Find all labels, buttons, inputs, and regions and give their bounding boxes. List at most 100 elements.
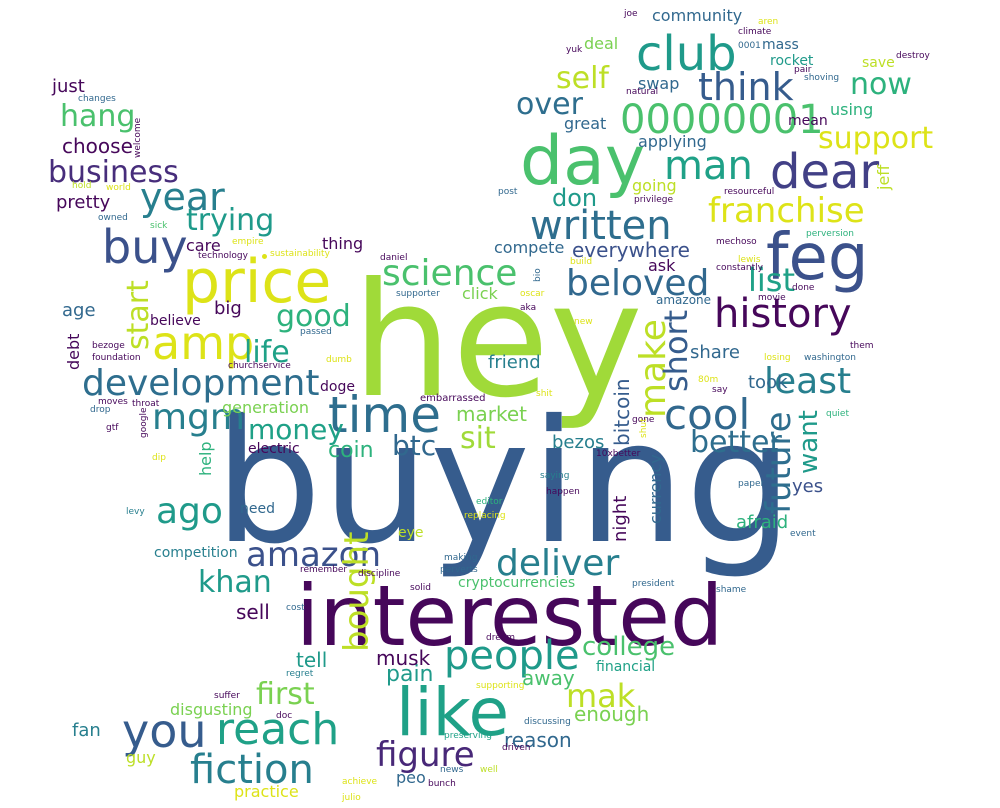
word-want: want	[794, 410, 824, 474]
word-solid: solid	[410, 583, 431, 593]
word-amp: amp	[152, 316, 255, 370]
word-washington: washington	[804, 353, 856, 363]
word-daniel: daniel	[380, 253, 408, 263]
word-levy: levy	[126, 507, 145, 517]
word-now: now	[850, 67, 912, 102]
word-pair: pair	[794, 65, 812, 75]
word-reason: reason	[504, 728, 572, 752]
word-choose: choose	[62, 134, 133, 158]
word-away: away	[522, 666, 575, 690]
word-pretty: pretty	[56, 192, 111, 213]
word-destroy: destroy	[896, 51, 930, 61]
dot-mark	[262, 254, 267, 259]
word-remember: remember	[300, 565, 348, 575]
word-care: care	[186, 236, 221, 255]
word-price: price	[182, 247, 332, 317]
word-amazon: amazon	[246, 535, 381, 575]
word-shut: shut	[639, 418, 649, 438]
word-mak: mak	[566, 677, 636, 715]
word-joe: joe	[624, 9, 638, 19]
word-thing: thing	[322, 234, 364, 253]
word-build: build	[570, 257, 593, 267]
word-written: written	[530, 203, 672, 249]
word-losing: losing	[764, 353, 791, 363]
word-believe: believe	[150, 313, 201, 329]
word-market: market	[456, 402, 527, 426]
word-dumb: dumb	[326, 355, 352, 365]
word-life: life	[244, 335, 290, 370]
word-lewis: lewis	[738, 255, 761, 265]
word-throat: throat	[132, 399, 160, 409]
word-list: list	[748, 261, 795, 299]
word-president: president	[632, 579, 675, 589]
word-over: over	[516, 87, 583, 122]
word-reach: reach	[216, 704, 340, 755]
word-good: good	[276, 299, 351, 334]
word-figure: figure	[376, 735, 475, 775]
word-discipline: discipline	[358, 569, 401, 579]
word-franchise: franchise	[708, 191, 865, 231]
word-like: like	[396, 674, 510, 751]
word-quiet: quiet	[826, 409, 849, 419]
word-sell: sell	[236, 600, 270, 624]
word-deal: deal	[584, 34, 619, 53]
word-yes: yes	[792, 476, 824, 497]
word-club: club	[636, 26, 737, 82]
word-00000001: 00000001	[620, 97, 824, 143]
word-oscar: oscar	[520, 289, 545, 299]
word-day: day	[520, 122, 646, 201]
word-feg: feg	[766, 221, 869, 295]
word-technology: technology	[198, 251, 248, 261]
word-deliver: deliver	[496, 543, 620, 584]
word-start: start	[121, 280, 156, 350]
word-interested: interested	[296, 567, 724, 665]
word-doge: doge	[320, 379, 355, 395]
word-tell: tell	[296, 648, 328, 672]
word-cool: cool	[664, 390, 751, 439]
word-buy: buy	[102, 220, 188, 274]
word-bunch: bunch	[428, 779, 456, 789]
word-financial: financial	[596, 659, 656, 675]
word-google: google	[139, 407, 149, 438]
word-80m: 80m	[698, 375, 719, 385]
word-khan: khan	[198, 565, 272, 600]
word-people: people	[444, 633, 580, 679]
word-self: self	[556, 61, 609, 96]
word-hold: hold	[72, 181, 92, 191]
word-making: making	[444, 553, 478, 563]
word-dear: dear	[770, 144, 880, 200]
word-0001: 0001	[738, 41, 761, 51]
word-perversion: perversion	[806, 229, 854, 239]
word-enough: enough	[574, 702, 650, 726]
word-compete: compete	[494, 238, 565, 257]
word-gone: gone	[632, 415, 655, 425]
word-constantly: constantly	[716, 263, 763, 273]
word-churchservice: churchservice	[228, 361, 291, 371]
word-achieve: achieve	[342, 777, 378, 787]
word-shit: shit	[536, 389, 553, 399]
word-currency: currency	[646, 454, 665, 524]
word-rocket: rocket	[770, 53, 814, 69]
word-news: news	[440, 765, 464, 775]
word-event: event	[790, 529, 816, 539]
word-fiction: fiction	[190, 747, 314, 793]
word-development: development	[82, 363, 320, 404]
word-competition: competition	[154, 545, 238, 561]
word-regret: regret	[286, 669, 314, 679]
word-money: money	[248, 413, 344, 446]
word-business: business	[48, 155, 179, 190]
word-btc: btc	[392, 429, 437, 462]
word-just: just	[52, 76, 85, 97]
word-post: post	[498, 187, 518, 197]
word-mechoso: mechoso	[716, 237, 757, 247]
word-changes: changes	[78, 94, 116, 104]
word-electric: electric	[248, 441, 300, 457]
word-saying: saying	[540, 471, 570, 481]
word-dream: dream	[486, 633, 516, 643]
word-dip: dip	[152, 453, 166, 463]
word-pain: pain	[386, 662, 434, 687]
word-night: night	[610, 495, 631, 542]
word-bought: bought	[337, 531, 377, 652]
word-everywhere: everywhere	[572, 238, 690, 262]
word-done: done	[792, 283, 815, 293]
